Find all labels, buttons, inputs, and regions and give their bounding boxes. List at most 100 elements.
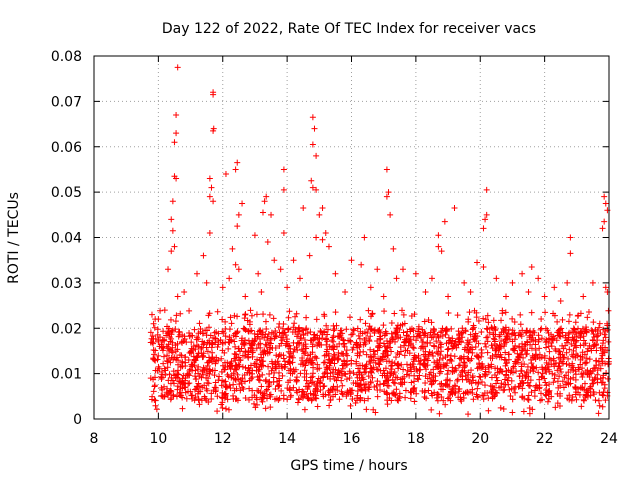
data-point bbox=[535, 332, 542, 339]
data-point bbox=[484, 312, 491, 319]
data-point bbox=[277, 266, 284, 273]
data-point bbox=[273, 363, 280, 370]
data-point bbox=[484, 326, 491, 333]
data-point bbox=[272, 333, 279, 340]
data-point bbox=[556, 348, 563, 355]
data-point bbox=[542, 387, 549, 394]
data-point bbox=[231, 338, 238, 345]
data-point bbox=[429, 350, 436, 357]
data-point bbox=[152, 397, 159, 404]
data-point bbox=[262, 378, 269, 385]
data-point bbox=[163, 332, 170, 339]
data-point bbox=[424, 339, 431, 346]
data-point bbox=[236, 348, 243, 355]
data-point bbox=[332, 309, 339, 316]
y-tick-label: 0.01 bbox=[51, 367, 82, 383]
data-point bbox=[375, 344, 382, 351]
data-point bbox=[445, 345, 452, 352]
data-point bbox=[559, 316, 566, 323]
data-point bbox=[189, 332, 196, 339]
data-point bbox=[285, 348, 292, 355]
data-point bbox=[229, 245, 236, 252]
data-point bbox=[485, 395, 492, 402]
data-point bbox=[343, 376, 350, 383]
data-point bbox=[346, 337, 353, 344]
data-point bbox=[514, 350, 521, 357]
data-point bbox=[401, 320, 408, 327]
data-point bbox=[343, 393, 350, 400]
data-point bbox=[580, 396, 587, 403]
data-point bbox=[490, 317, 497, 324]
data-point bbox=[267, 340, 274, 347]
data-point bbox=[520, 408, 527, 415]
data-point bbox=[599, 340, 606, 347]
data-point bbox=[259, 371, 266, 378]
data-point bbox=[280, 355, 287, 362]
data-point bbox=[575, 333, 582, 340]
data-point bbox=[340, 341, 347, 348]
data-point bbox=[448, 389, 455, 396]
data-point bbox=[241, 352, 248, 359]
data-point bbox=[496, 333, 503, 340]
data-point bbox=[204, 387, 211, 394]
data-point bbox=[572, 376, 579, 383]
data-point bbox=[196, 373, 203, 380]
data-point bbox=[302, 349, 309, 356]
data-point bbox=[523, 351, 530, 358]
data-point bbox=[235, 354, 242, 361]
data-point bbox=[535, 369, 542, 376]
data-point bbox=[596, 389, 603, 396]
data-point bbox=[431, 331, 438, 338]
data-point bbox=[159, 344, 166, 351]
data-point bbox=[179, 405, 186, 412]
data-point bbox=[463, 389, 470, 396]
data-point bbox=[403, 371, 410, 378]
data-point bbox=[538, 374, 545, 381]
data-point bbox=[468, 367, 475, 374]
data-point bbox=[381, 370, 388, 377]
data-point bbox=[323, 352, 330, 359]
data-point bbox=[543, 359, 550, 366]
x-tick-label: 16 bbox=[343, 431, 361, 447]
data-point bbox=[178, 392, 185, 399]
x-tick-label: 14 bbox=[278, 431, 296, 447]
data-point bbox=[529, 365, 536, 372]
data-point bbox=[513, 359, 520, 366]
data-point bbox=[602, 334, 609, 341]
data-point bbox=[430, 353, 437, 360]
data-point bbox=[366, 323, 373, 330]
data-point bbox=[284, 284, 291, 291]
data-point bbox=[383, 193, 390, 200]
data-point bbox=[358, 261, 365, 268]
data-point bbox=[319, 205, 326, 212]
data-point bbox=[552, 404, 559, 411]
data-point bbox=[319, 373, 326, 380]
data-point bbox=[241, 325, 248, 332]
data-point bbox=[343, 347, 350, 354]
data-point bbox=[469, 390, 476, 397]
data-point bbox=[204, 348, 211, 355]
data-point bbox=[329, 337, 336, 344]
data-point bbox=[325, 387, 332, 394]
data-point bbox=[156, 365, 163, 372]
data-point bbox=[595, 397, 602, 404]
data-point bbox=[291, 320, 298, 327]
data-point bbox=[567, 250, 574, 257]
data-point bbox=[232, 261, 239, 268]
data-point bbox=[207, 368, 214, 375]
data-point bbox=[543, 344, 550, 351]
data-point bbox=[276, 369, 283, 376]
data-point bbox=[276, 342, 283, 349]
data-point bbox=[421, 332, 428, 339]
data-point bbox=[293, 344, 300, 351]
data-point bbox=[517, 311, 524, 318]
data-point bbox=[189, 367, 196, 374]
data-point bbox=[361, 397, 368, 404]
data-point bbox=[502, 349, 509, 356]
data-point bbox=[232, 377, 239, 384]
data-point bbox=[154, 326, 161, 333]
data-point bbox=[557, 298, 564, 305]
data-point bbox=[532, 346, 539, 353]
data-point bbox=[558, 369, 565, 376]
data-point bbox=[410, 358, 417, 365]
